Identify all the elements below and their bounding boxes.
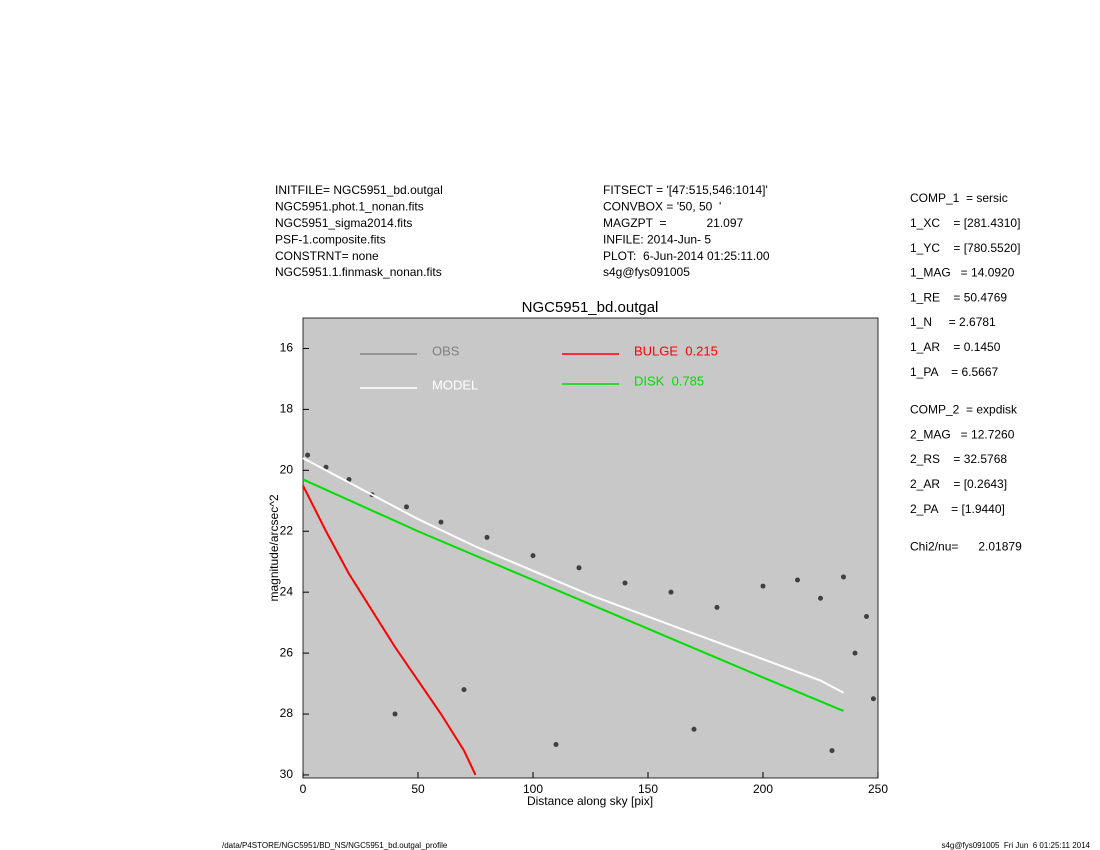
obs-point (852, 650, 858, 656)
header-line: INITFILE= NGC5951_bd.outgal (275, 183, 443, 197)
chart-title: NGC5951_bd.outgal (522, 299, 659, 316)
header-line: INFILE: 2014-Jun- 5 (603, 232, 711, 246)
obs-point (404, 504, 409, 510)
obs-point (305, 452, 311, 458)
obs-point (484, 534, 490, 540)
y-tick-label: 16 (280, 341, 294, 355)
y-axis-label: magnitude/arcsec^2 (267, 494, 281, 601)
parameter-line: COMP_2 = expdisk (910, 403, 1018, 417)
obs-point (438, 519, 444, 525)
obs-point (795, 577, 800, 583)
y-tick-label: 18 (280, 402, 294, 416)
obs-point (691, 726, 697, 732)
y-tick-label: 22 (280, 523, 294, 537)
y-tick-label: 24 (280, 584, 294, 598)
obs-point (323, 464, 329, 470)
header-line: PLOT: 6-Jun-2014 01:25:11.00 (603, 249, 770, 263)
obs-point (829, 748, 835, 754)
legend-label: MODEL (432, 377, 478, 392)
parameter-line: 1_AR = 0.1450 (910, 340, 1001, 354)
x-tick-label: 200 (753, 782, 773, 796)
obs-point (576, 565, 582, 571)
x-tick-label: 250 (868, 782, 888, 796)
obs-point (461, 687, 467, 693)
y-tick-label: 28 (280, 706, 294, 720)
obs-point (818, 595, 823, 601)
obs-point (714, 604, 720, 610)
parameter-line: COMP_1 = sersic (910, 191, 1008, 205)
header-line: CONVBOX = '50, 50 ' (603, 200, 721, 214)
parameter-line: 1_PA = 6.5667 (910, 365, 999, 379)
parameter-line: 2_MAG = 12.7260 (910, 427, 1015, 441)
obs-point (841, 574, 846, 580)
plot-area (302, 317, 879, 779)
legend-label: BULGE 0.215 (634, 343, 718, 358)
header-line: NGC5951.1.finmask_nonan.fits (275, 265, 442, 279)
obs-point (668, 589, 674, 595)
footer-path: /data/P4STORE/NGC5951/BD_NS/NGC5951_bd.o… (222, 841, 448, 850)
parameter-line: 1_MAG = 14.0920 (910, 266, 1015, 280)
parameter-line: 2_PA = [1.9440] (910, 502, 1005, 516)
profile-line (302, 478, 844, 712)
obs-point (553, 741, 559, 747)
x-tick-label: 100 (523, 782, 543, 796)
y-tick-label: 26 (280, 645, 294, 659)
y-tick-label: 30 (280, 767, 294, 781)
legend-label: OBS (432, 343, 460, 358)
profile-line (302, 457, 844, 694)
obs-point (760, 583, 766, 589)
header-line: MAGZPT = 21.097 (603, 216, 743, 230)
x-tick-label: 150 (638, 782, 658, 796)
header-line: CONSTRNT= none (275, 249, 379, 263)
header-line: s4g@fys091005 (603, 265, 690, 279)
header-line: PSF-1.composite.fits (275, 232, 386, 246)
obs-point (530, 553, 536, 559)
parameter-line: 2_RS = 32.5768 (910, 452, 1007, 466)
footer-stamp: s4g@fys091005 Fri Jun 6 01:25:11 2014 (941, 841, 1090, 850)
parameter-line: Chi2/nu= 2.01879 (910, 540, 1022, 554)
profile-line (302, 485, 477, 776)
header-line: FITSECT = '[47:515,546:1014]' (603, 183, 768, 197)
legend-label: DISK 0.785 (634, 373, 704, 388)
x-axis-label: Distance along sky [pix] (527, 794, 653, 808)
obs-point (392, 711, 398, 717)
parameter-line: 1_N = 2.6781 (910, 315, 996, 329)
obs-point (346, 476, 352, 482)
x-tick-label: 50 (411, 782, 425, 796)
x-tick-label: 0 (300, 782, 307, 796)
parameter-line: 1_XC = [281.4310] (910, 216, 1020, 230)
obs-point (622, 580, 628, 586)
obs-point (870, 696, 876, 702)
obs-point (864, 614, 869, 620)
parameter-line: 1_RE = 50.4769 (910, 290, 1007, 304)
parameter-line: 1_YC = [780.5520] (910, 241, 1020, 255)
header-line: NGC5951_sigma2014.fits (275, 216, 412, 230)
y-tick-label: 20 (280, 462, 294, 476)
parameter-line: 2_AR = [0.2643] (910, 477, 1007, 491)
header-line: NGC5951.phot.1_nonan.fits (275, 200, 424, 214)
